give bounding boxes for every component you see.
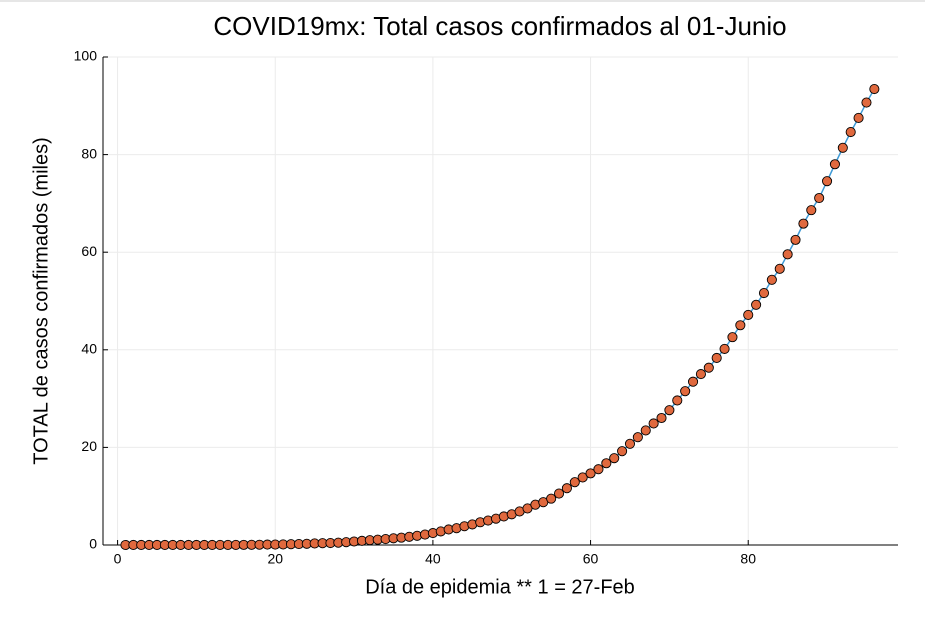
- data-point: [561, 483, 572, 494]
- data-point: [751, 299, 762, 310]
- data-point: [782, 249, 793, 260]
- data-point: [687, 376, 699, 387]
- data-point: [624, 438, 636, 449]
- data-point: [766, 274, 777, 285]
- y-tick-label: 60: [81, 243, 97, 259]
- x-tick-label: 0: [114, 551, 122, 567]
- x-axis-label: Día de epidemia ** 1 = 27-Feb: [365, 576, 635, 598]
- data-point: [829, 159, 840, 170]
- data-point: [695, 369, 706, 380]
- data-point: [719, 343, 730, 354]
- data-point: [585, 468, 596, 479]
- y-tick-label: 100: [74, 48, 98, 64]
- data-point: [743, 309, 754, 320]
- data-point: [601, 458, 612, 469]
- data-point: [822, 176, 833, 187]
- data-point: [656, 412, 667, 424]
- data-point: [569, 477, 580, 488]
- x-tick-label: 20: [267, 551, 283, 567]
- data-point: [640, 425, 651, 436]
- data-point: [609, 453, 620, 464]
- x-tick-label: 40: [425, 551, 441, 567]
- data-point: [703, 362, 714, 373]
- data-point: [553, 488, 565, 499]
- data-point: [758, 287, 770, 299]
- y-axis-label: TOTAL de casos confirmados (miles): [30, 137, 52, 465]
- data-point: [845, 126, 856, 138]
- data-point: [798, 218, 809, 229]
- data-point: [774, 263, 785, 274]
- chart-title: COVID19mx: Total casos confirmados al 01…: [213, 11, 786, 41]
- y-tick-label: 0: [89, 536, 97, 552]
- data-point: [869, 83, 880, 95]
- data-point: [680, 386, 691, 397]
- data-point: [806, 205, 817, 216]
- y-tick-label: 80: [81, 145, 97, 161]
- data-point: [861, 97, 872, 108]
- data-point: [672, 395, 683, 406]
- data-point: [814, 192, 825, 204]
- data-point: [664, 405, 675, 416]
- data-point: [853, 112, 864, 123]
- data-point: [617, 446, 628, 457]
- data-point: [837, 142, 848, 153]
- data-point: [727, 332, 738, 343]
- data-point: [790, 234, 801, 245]
- data-point: [577, 472, 588, 483]
- data-point: [648, 418, 659, 429]
- data-point: [632, 432, 643, 443]
- data-point: [711, 352, 722, 364]
- x-tick-label: 80: [740, 551, 756, 567]
- data-point: [735, 320, 746, 331]
- data-point: [546, 493, 557, 504]
- data-point: [593, 464, 604, 475]
- y-tick-label: 20: [81, 438, 97, 454]
- y-tick-label: 40: [81, 341, 97, 357]
- x-tick-label: 60: [583, 551, 599, 567]
